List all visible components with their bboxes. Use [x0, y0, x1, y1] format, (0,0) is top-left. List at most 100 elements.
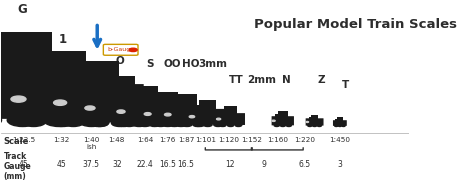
- Circle shape: [342, 125, 345, 126]
- FancyBboxPatch shape: [144, 104, 192, 124]
- Circle shape: [162, 122, 173, 126]
- Circle shape: [107, 90, 125, 97]
- Bar: [157, 92, 178, 105]
- Circle shape: [217, 118, 220, 120]
- Bar: [278, 111, 288, 117]
- Circle shape: [272, 120, 275, 121]
- Circle shape: [123, 121, 136, 126]
- Bar: [172, 100, 180, 106]
- Bar: [132, 86, 157, 101]
- Circle shape: [306, 121, 309, 122]
- Bar: [200, 100, 216, 110]
- Text: 1: 1: [58, 33, 67, 46]
- Circle shape: [193, 123, 202, 126]
- Circle shape: [182, 122, 192, 126]
- Text: 32: 32: [112, 160, 122, 169]
- Text: 1:32: 1:32: [54, 137, 70, 143]
- FancyBboxPatch shape: [216, 113, 245, 125]
- Text: S: S: [146, 60, 154, 70]
- Circle shape: [154, 121, 167, 126]
- Text: 1:160: 1:160: [267, 137, 288, 143]
- Circle shape: [189, 116, 195, 118]
- Circle shape: [194, 122, 205, 126]
- Bar: [0, 48, 2, 66]
- Bar: [177, 94, 197, 106]
- Bar: [78, 61, 118, 85]
- Circle shape: [175, 122, 187, 126]
- Text: OO: OO: [164, 60, 182, 70]
- Circle shape: [338, 125, 341, 126]
- Bar: [221, 110, 226, 114]
- Circle shape: [280, 124, 285, 126]
- Circle shape: [337, 120, 341, 121]
- Bar: [0, 32, 52, 66]
- Text: 1:152: 1:152: [241, 137, 262, 143]
- Circle shape: [11, 96, 26, 102]
- FancyBboxPatch shape: [306, 118, 324, 126]
- Circle shape: [201, 107, 210, 111]
- Circle shape: [113, 118, 134, 126]
- Text: 1:101: 1:101: [195, 137, 216, 143]
- Circle shape: [50, 116, 75, 126]
- Circle shape: [44, 73, 71, 83]
- Text: 12: 12: [225, 160, 235, 169]
- Text: 1:450: 1:450: [329, 137, 350, 143]
- Text: 37.5: 37.5: [82, 160, 100, 169]
- Circle shape: [7, 114, 38, 126]
- FancyBboxPatch shape: [53, 84, 144, 121]
- Circle shape: [63, 118, 84, 126]
- Circle shape: [335, 125, 338, 126]
- Text: 1:87: 1:87: [178, 137, 194, 143]
- Circle shape: [311, 118, 316, 119]
- Text: 1:220: 1:220: [294, 137, 315, 143]
- Circle shape: [318, 125, 321, 126]
- Text: Popular Model Train Scales: Popular Model Train Scales: [254, 17, 457, 31]
- Circle shape: [0, 58, 33, 72]
- Circle shape: [159, 102, 172, 107]
- FancyBboxPatch shape: [164, 105, 210, 124]
- Text: 16.5: 16.5: [159, 160, 176, 169]
- Circle shape: [82, 80, 105, 89]
- Circle shape: [214, 123, 222, 126]
- Circle shape: [235, 124, 242, 126]
- Circle shape: [138, 121, 152, 126]
- Text: HO: HO: [182, 60, 200, 70]
- Text: 6.5: 6.5: [298, 160, 310, 169]
- Circle shape: [274, 124, 279, 126]
- Text: 1:64: 1:64: [137, 137, 153, 143]
- Bar: [337, 118, 343, 121]
- Text: 22.4: 22.4: [137, 160, 153, 169]
- Text: 1:40
ish: 1:40 ish: [83, 137, 99, 150]
- Text: 2mm: 2mm: [247, 75, 276, 85]
- Circle shape: [144, 113, 151, 115]
- Bar: [39, 51, 86, 78]
- Text: Track
Gauge
(mm): Track Gauge (mm): [3, 152, 31, 181]
- Circle shape: [226, 112, 233, 115]
- Bar: [68, 73, 84, 85]
- Circle shape: [312, 125, 317, 126]
- Circle shape: [279, 115, 284, 118]
- Circle shape: [129, 48, 137, 52]
- FancyBboxPatch shape: [333, 120, 347, 126]
- Circle shape: [44, 114, 74, 126]
- Circle shape: [203, 123, 212, 126]
- FancyBboxPatch shape: [117, 100, 173, 123]
- Circle shape: [219, 124, 226, 126]
- Circle shape: [88, 118, 109, 126]
- Text: Scale: Scale: [3, 137, 29, 146]
- FancyBboxPatch shape: [103, 44, 138, 55]
- Text: 9: 9: [262, 160, 267, 169]
- Text: Z: Z: [318, 75, 325, 85]
- Text: N: N: [283, 75, 291, 85]
- Circle shape: [286, 124, 292, 126]
- Bar: [27, 65, 46, 78]
- FancyBboxPatch shape: [189, 109, 227, 124]
- Bar: [309, 117, 312, 119]
- Circle shape: [135, 97, 149, 103]
- Bar: [152, 98, 160, 105]
- Circle shape: [85, 106, 95, 110]
- Text: 16.5: 16.5: [178, 160, 194, 169]
- Circle shape: [92, 120, 109, 126]
- Bar: [224, 106, 237, 114]
- Text: O: O: [115, 56, 124, 66]
